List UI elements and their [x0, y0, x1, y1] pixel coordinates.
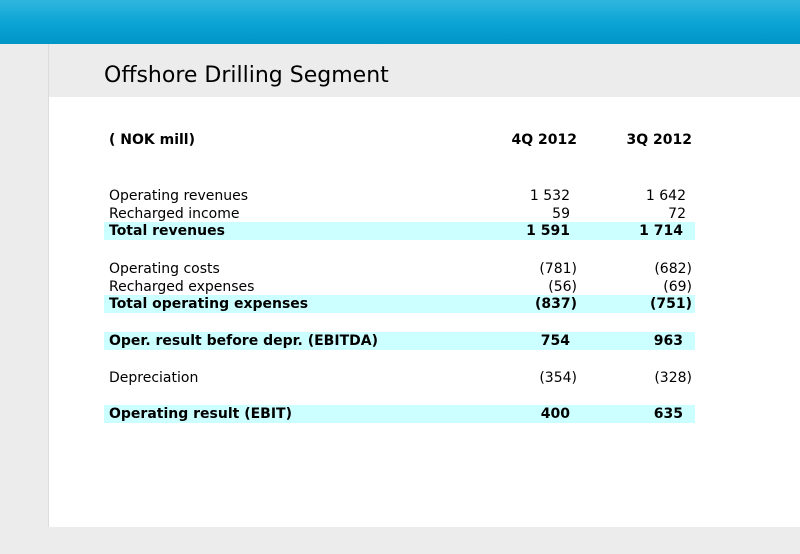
table-row-operating-revenues: Operating revenues 1 532 1 642 — [104, 187, 695, 205]
value-4q: (56) — [548, 279, 577, 295]
value-3q: 72 — [668, 206, 686, 222]
table-row-total-operating-expenses: Total operating expenses (837) (751) — [104, 295, 695, 313]
value-3q: 635 — [653, 406, 683, 422]
value-4q: (837) — [534, 296, 577, 312]
row-label: Recharged expenses — [109, 279, 255, 295]
value-3q: (751) — [649, 296, 692, 312]
value-4q: 1 532 — [529, 188, 570, 204]
value-4q: 754 — [540, 333, 570, 349]
page-title: Offshore Drilling Segment — [104, 63, 389, 88]
title-band — [0, 44, 800, 97]
row-label: Total revenues — [109, 223, 225, 239]
table-row-recharged-expenses: Recharged expenses (56) (69) — [104, 278, 695, 296]
value-3q: (682) — [654, 261, 692, 277]
value-3q: 1 714 — [639, 223, 683, 239]
value-3q: (69) — [663, 279, 692, 295]
top-banner — [0, 0, 800, 44]
table-row-total-revenues: Total revenues 1 591 1 714 — [104, 222, 695, 240]
value-3q: (328) — [654, 370, 692, 386]
value-4q: 59 — [552, 206, 570, 222]
row-label: Total operating expenses — [109, 296, 309, 312]
unit-label: ( NOK mill) — [109, 132, 195, 148]
value-3q: 963 — [653, 333, 683, 349]
row-label: Oper. result before depr. (EBITDA) — [109, 333, 378, 349]
value-4q: (781) — [539, 261, 577, 277]
column-header-4q-2012: 4Q 2012 — [511, 132, 577, 148]
value-4q: 1 591 — [526, 223, 570, 239]
footer-band — [0, 527, 800, 554]
value-3q: 1 642 — [645, 188, 686, 204]
table-row-depreciation: Depreciation (354) (328) — [104, 369, 695, 387]
table-row-ebitda: Oper. result before depr. (EBITDA) 754 9… — [104, 332, 695, 350]
row-label: Operating revenues — [109, 188, 249, 204]
value-4q: (354) — [539, 370, 577, 386]
table-row-recharged-income: Recharged income 59 72 — [104, 205, 695, 223]
row-label: Depreciation — [109, 370, 199, 386]
table-row-operating-costs: Operating costs (781) (682) — [104, 260, 695, 278]
left-margin-strip — [0, 44, 49, 554]
column-header-3q-2012: 3Q 2012 — [626, 132, 692, 148]
row-label: Operating costs — [109, 261, 220, 277]
row-label: Recharged income — [109, 206, 240, 222]
table-row-ebit: Operating result (EBIT) 400 635 — [104, 405, 695, 423]
row-label: Operating result (EBIT) — [109, 406, 292, 422]
table-header-row: ( NOK mill) 4Q 2012 3Q 2012 — [104, 131, 695, 149]
value-4q: 400 — [540, 406, 570, 422]
